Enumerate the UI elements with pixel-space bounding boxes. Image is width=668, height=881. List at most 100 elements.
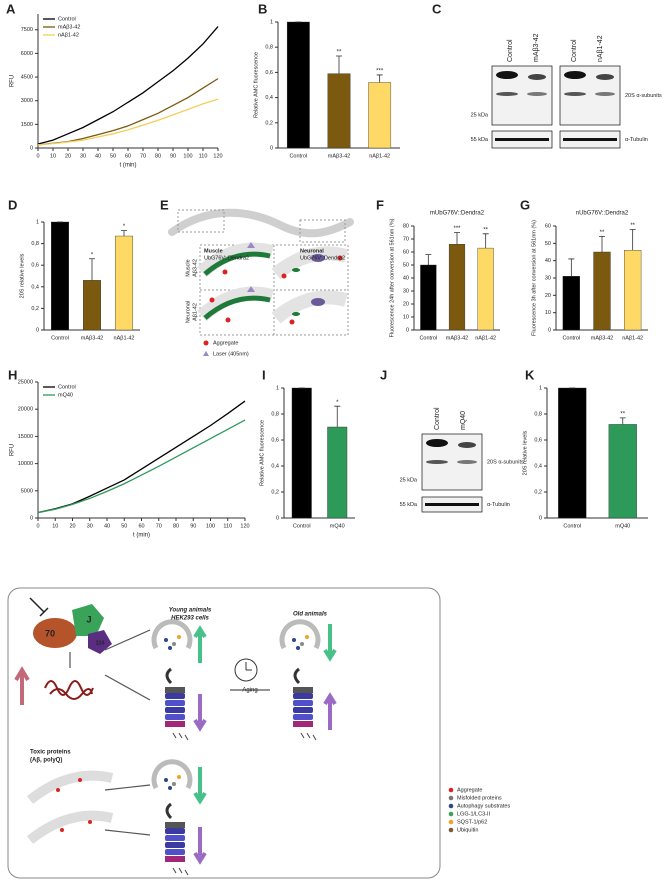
y-tick-label: 0,2 bbox=[265, 120, 273, 126]
x-tick-label: mAβ3-42 bbox=[591, 335, 613, 341]
cargo bbox=[296, 646, 300, 650]
y-tick-label: 0,8 bbox=[31, 241, 39, 247]
x-tick-label: 0 bbox=[36, 523, 39, 529]
x-axis-title: t (min) bbox=[120, 163, 137, 169]
significance: *** bbox=[376, 68, 384, 74]
significance: *** bbox=[453, 226, 461, 232]
x-tick-label: 90 bbox=[190, 523, 196, 529]
error-bar bbox=[568, 258, 575, 277]
y-tick-label: 0,8 bbox=[265, 45, 273, 51]
significance: ** bbox=[337, 50, 342, 56]
legend-marker bbox=[448, 787, 454, 793]
y-tick-label: 0,6 bbox=[271, 437, 279, 443]
cargo bbox=[300, 642, 304, 646]
legend-label: Autophagy substrates bbox=[457, 803, 510, 809]
lane-label: Control bbox=[434, 407, 441, 430]
tissue bbox=[197, 242, 274, 278]
y-tick-label: 10 bbox=[545, 310, 551, 316]
aggregate bbox=[225, 317, 231, 323]
bar bbox=[291, 387, 312, 519]
band bbox=[528, 74, 546, 80]
y-tick-label: 30 bbox=[403, 288, 409, 294]
toxic-label: (Aβ, polyQ) bbox=[30, 758, 62, 764]
error-bar bbox=[425, 254, 432, 265]
y-tick-label: 0,4 bbox=[265, 95, 273, 101]
legend-label: Ubiquitin bbox=[457, 827, 478, 833]
legend-label: mQ40 bbox=[58, 392, 73, 398]
y-tick-label: 1 bbox=[276, 385, 279, 391]
aggregate bbox=[78, 778, 82, 782]
dnaj bbox=[72, 604, 104, 636]
y-tick-label: 15000 bbox=[18, 434, 33, 440]
y-axis-title: Relative AMC fluorescence bbox=[259, 420, 265, 486]
band bbox=[564, 92, 586, 96]
y-tick-label: 0,6 bbox=[31, 263, 39, 269]
legend-marker bbox=[448, 795, 454, 801]
panel-frame bbox=[7, 587, 441, 879]
y-tick-label: 5000 bbox=[21, 488, 33, 494]
panel-label: B bbox=[258, 1, 267, 16]
y-tick-label: 3000 bbox=[21, 98, 33, 104]
proteasome-cap bbox=[165, 687, 185, 693]
band bbox=[425, 503, 479, 506]
bar bbox=[114, 235, 133, 331]
y-axis-title: Fluorescence 24h after conversion at 561… bbox=[389, 218, 395, 337]
x-tick-label: 0 bbox=[36, 153, 39, 159]
band bbox=[426, 439, 448, 447]
x-tick-label: mQ40 bbox=[615, 523, 630, 529]
worm bbox=[168, 208, 354, 238]
error-bar bbox=[599, 236, 605, 252]
x-tick-label: 120 bbox=[240, 523, 249, 529]
legend-label: Misfolded proteins bbox=[457, 795, 502, 801]
cargo bbox=[164, 778, 168, 782]
cargo bbox=[172, 782, 176, 786]
proteasome-cap bbox=[165, 822, 185, 828]
legend-label: Control bbox=[58, 384, 76, 390]
clock-hands bbox=[245, 662, 252, 671]
error-bar bbox=[376, 74, 383, 83]
bar bbox=[51, 221, 70, 331]
proteasome-ring bbox=[293, 714, 313, 720]
proteasome-ring bbox=[165, 842, 185, 848]
x-tick-label: nAβ1-42 bbox=[475, 335, 496, 341]
axon bbox=[292, 312, 300, 316]
cargo bbox=[177, 635, 181, 639]
significance: * bbox=[91, 252, 94, 258]
worm-section bbox=[26, 810, 114, 844]
series-line bbox=[37, 400, 246, 514]
y-tick-label: 10000 bbox=[18, 461, 33, 467]
proteasome-cap bbox=[165, 856, 185, 862]
y-axis-title: RFU bbox=[10, 444, 16, 456]
x-tick-label: Control bbox=[419, 335, 437, 341]
y-tick-label: 0 bbox=[270, 145, 273, 151]
chaperone-label: 110 bbox=[96, 640, 105, 646]
error-bar bbox=[334, 405, 341, 427]
y-tick-label: 0 bbox=[539, 515, 542, 521]
proteasome-ring bbox=[165, 693, 185, 699]
panel-label: D bbox=[8, 197, 17, 212]
x-axis-title: t (min) bbox=[133, 533, 150, 539]
panel-label: J bbox=[380, 367, 387, 382]
tissue bbox=[197, 286, 274, 322]
panel-label: K bbox=[525, 367, 535, 382]
bar bbox=[562, 276, 580, 331]
y-tick-label: 0 bbox=[36, 327, 39, 333]
x-tick-label: Control bbox=[562, 335, 580, 341]
arrow bbox=[104, 674, 151, 701]
axon bbox=[292, 268, 300, 272]
panel-label: I bbox=[262, 367, 266, 382]
legend-marker bbox=[448, 811, 454, 817]
bar bbox=[286, 21, 310, 149]
arrow-big bbox=[193, 827, 207, 865]
aggregate bbox=[289, 319, 295, 325]
legend-marker bbox=[448, 827, 454, 833]
neuron bbox=[311, 298, 325, 306]
chart-title: nUbG76V::Dendra2 bbox=[576, 211, 629, 217]
legend-marker bbox=[448, 803, 454, 809]
panel-label: G bbox=[520, 197, 530, 212]
significance: ** bbox=[620, 411, 625, 417]
y-axis-title: Relative AMC fluorescence bbox=[253, 52, 259, 118]
column-label: Neuronal bbox=[300, 248, 324, 254]
worm-section bbox=[26, 770, 114, 804]
x-tick-label: 50 bbox=[121, 523, 127, 529]
